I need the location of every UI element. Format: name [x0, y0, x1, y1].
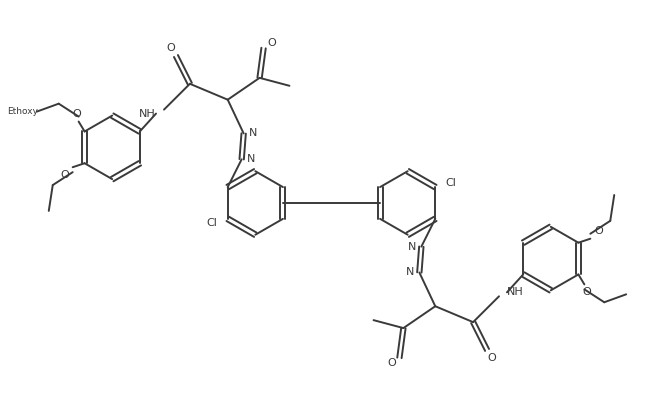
Text: O: O	[267, 38, 276, 48]
Text: Cl: Cl	[206, 218, 217, 228]
Text: O: O	[582, 287, 591, 297]
Text: NH: NH	[507, 287, 524, 297]
Text: N: N	[406, 267, 414, 278]
Text: N: N	[408, 242, 416, 251]
Text: NH: NH	[139, 109, 156, 118]
Text: Ethoxy: Ethoxy	[7, 107, 38, 116]
Text: N: N	[249, 128, 257, 139]
Text: O: O	[387, 358, 396, 368]
Text: N: N	[247, 154, 255, 164]
Text: O: O	[166, 43, 175, 53]
Text: O: O	[488, 353, 497, 363]
Text: O: O	[72, 109, 81, 118]
Text: O: O	[60, 170, 69, 180]
Text: Cl: Cl	[446, 178, 457, 188]
Text: O: O	[594, 226, 603, 236]
